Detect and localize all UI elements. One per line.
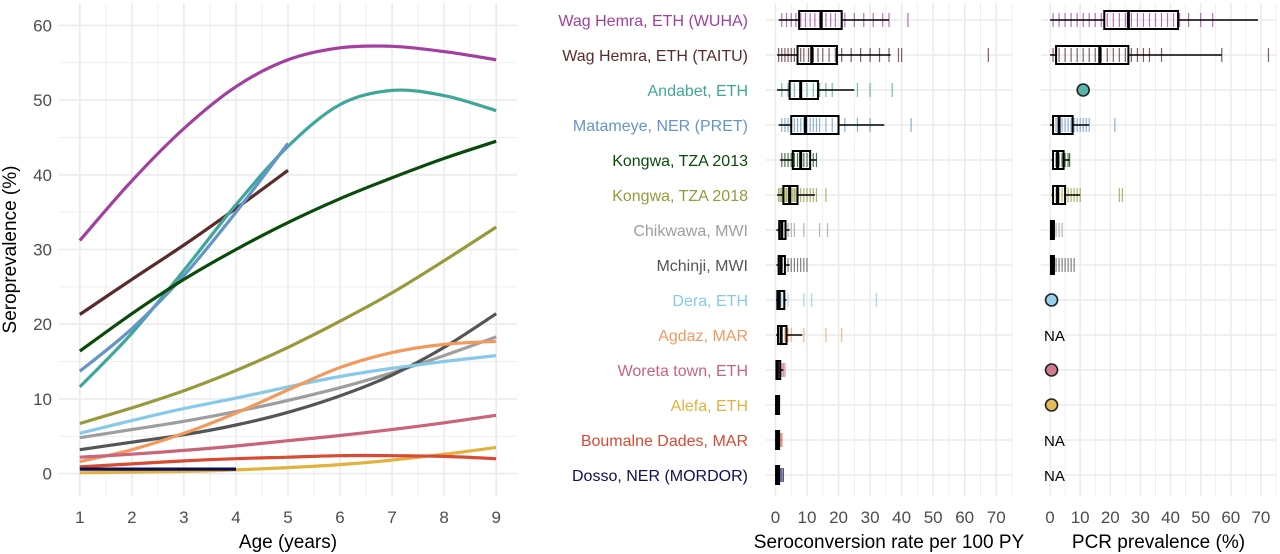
site-label: Andabet, ETH [648, 83, 749, 100]
x-tick-label: 40 [1161, 508, 1180, 527]
x-tick-label: 2 [127, 508, 136, 527]
pcr-prevalence-box-chart: 0 10 20 30 40 50 60 70 PCR prevalence (%) NA NA NA [1041, 3, 1277, 553]
series-line-8 [79, 354, 497, 435]
estimate-point [1044, 363, 1059, 377]
y-tick-label: 30 [33, 241, 52, 260]
x-tick-label: 40 [892, 508, 911, 527]
y-tick-label: 10 [33, 390, 52, 409]
site-label: Kongwa, TZA 2013 [612, 153, 748, 170]
x-tick-label: 0 [771, 508, 780, 527]
x-tick-label: 10 [798, 508, 817, 527]
x-tick-label: 0 [1045, 508, 1054, 527]
iqr-box [1103, 10, 1180, 30]
site-label: Alefa, ETH [671, 398, 748, 415]
estimate-point [1076, 83, 1090, 97]
x-tick-label: 1 [75, 508, 84, 527]
iqr-box [1055, 45, 1130, 65]
y-tick-label: 40 [33, 166, 52, 185]
site-label: Boumalne Dades, MAR [581, 433, 748, 450]
series-line-7 [79, 312, 498, 452]
series-line-3 [78, 142, 290, 373]
y-tick-label: 20 [33, 315, 52, 334]
series-line-10 [79, 413, 497, 459]
x-tick-label: 6 [335, 508, 344, 527]
site-label: Dosso, NER (MORDOR) [572, 468, 748, 485]
x-tick-label: 5 [283, 508, 292, 527]
x-tick-label: 60 [1221, 508, 1240, 527]
x-axis-title: Age (years) [239, 532, 337, 553]
site-label: Woreta town, ETH [618, 363, 748, 380]
series-line-9 [79, 339, 497, 464]
y-axis-title: Seroprevalence (%) [0, 166, 21, 334]
site-label: Wag Hemra, ETH (TAITU) [562, 48, 748, 65]
series-line-0 [78, 44, 497, 242]
site-label: Agdaz, MAR [658, 328, 748, 345]
series-line-5 [79, 225, 498, 426]
x-tick-label: 3 [179, 508, 188, 527]
site-label: Wag Hemra, ETH (WUHA) [558, 13, 748, 30]
x-tick-label: 70 [987, 508, 1006, 527]
iqr-box [790, 115, 840, 135]
x-tick-label: 50 [1191, 508, 1210, 527]
seroconversion-box-chart: 0 10 20 30 40 50 60 70 Seroconversion rate per 1… [754, 3, 1025, 553]
x-tick-label: 9 [491, 508, 500, 527]
iqr-box [1052, 115, 1074, 135]
x-tick-label: 7 [387, 508, 396, 527]
iqr-box [796, 45, 838, 65]
x-tick-label: 4 [231, 508, 240, 527]
x-tick-label: 70 [1251, 508, 1270, 527]
x-axis-title: Seroconversion rate per 100 PY [754, 532, 1025, 553]
y-tick-label: 50 [33, 91, 52, 110]
x-tick-label: 50 [924, 508, 943, 527]
x-tick-label: 8 [439, 508, 448, 527]
site-label: Kongwa, TZA 2018 [612, 188, 748, 205]
x-tick-label: 30 [861, 508, 880, 527]
site-label: Matameye, NER (PRET) [573, 118, 748, 135]
series-line-4 [78, 139, 497, 353]
series-line-6 [79, 335, 497, 440]
series-line-12 [79, 453, 497, 469]
x-tick-label: 30 [1131, 508, 1150, 527]
na-label: NA [1044, 468, 1065, 485]
x-axis-title: PCR prevalence (%) [1072, 532, 1245, 553]
y-tick-label: 0 [43, 465, 52, 484]
site-label: Dera, ETH [672, 293, 748, 310]
iqr-box [788, 80, 820, 100]
estimate-point [1044, 398, 1059, 412]
x-tick-label: 20 [829, 508, 848, 527]
site-label: Chikwawa, MWI [633, 223, 748, 240]
iqr-box [776, 290, 786, 310]
x-tick-label: 10 [1071, 508, 1090, 527]
na-label: NA [1044, 433, 1065, 450]
iqr-box [1052, 185, 1067, 205]
site-label-column: Wag Hemra, ETH (WUHA) Wag Hemra, ETH (TAI… [558, 13, 748, 485]
x-tick-label: 20 [1101, 508, 1120, 527]
series-line-1 [78, 169, 289, 316]
x-tick-label: 60 [955, 508, 974, 527]
na-label: NA [1044, 328, 1065, 345]
estimate-point [1044, 293, 1059, 307]
site-label: Mchinji, MWI [656, 258, 748, 275]
y-tick-label: 60 [33, 16, 52, 35]
seroprevalence-line-chart: 1 2 3 4 5 6 7 8 9 0 10 20 30 40 50 60 Age (years) Seropre… [0, 3, 517, 553]
